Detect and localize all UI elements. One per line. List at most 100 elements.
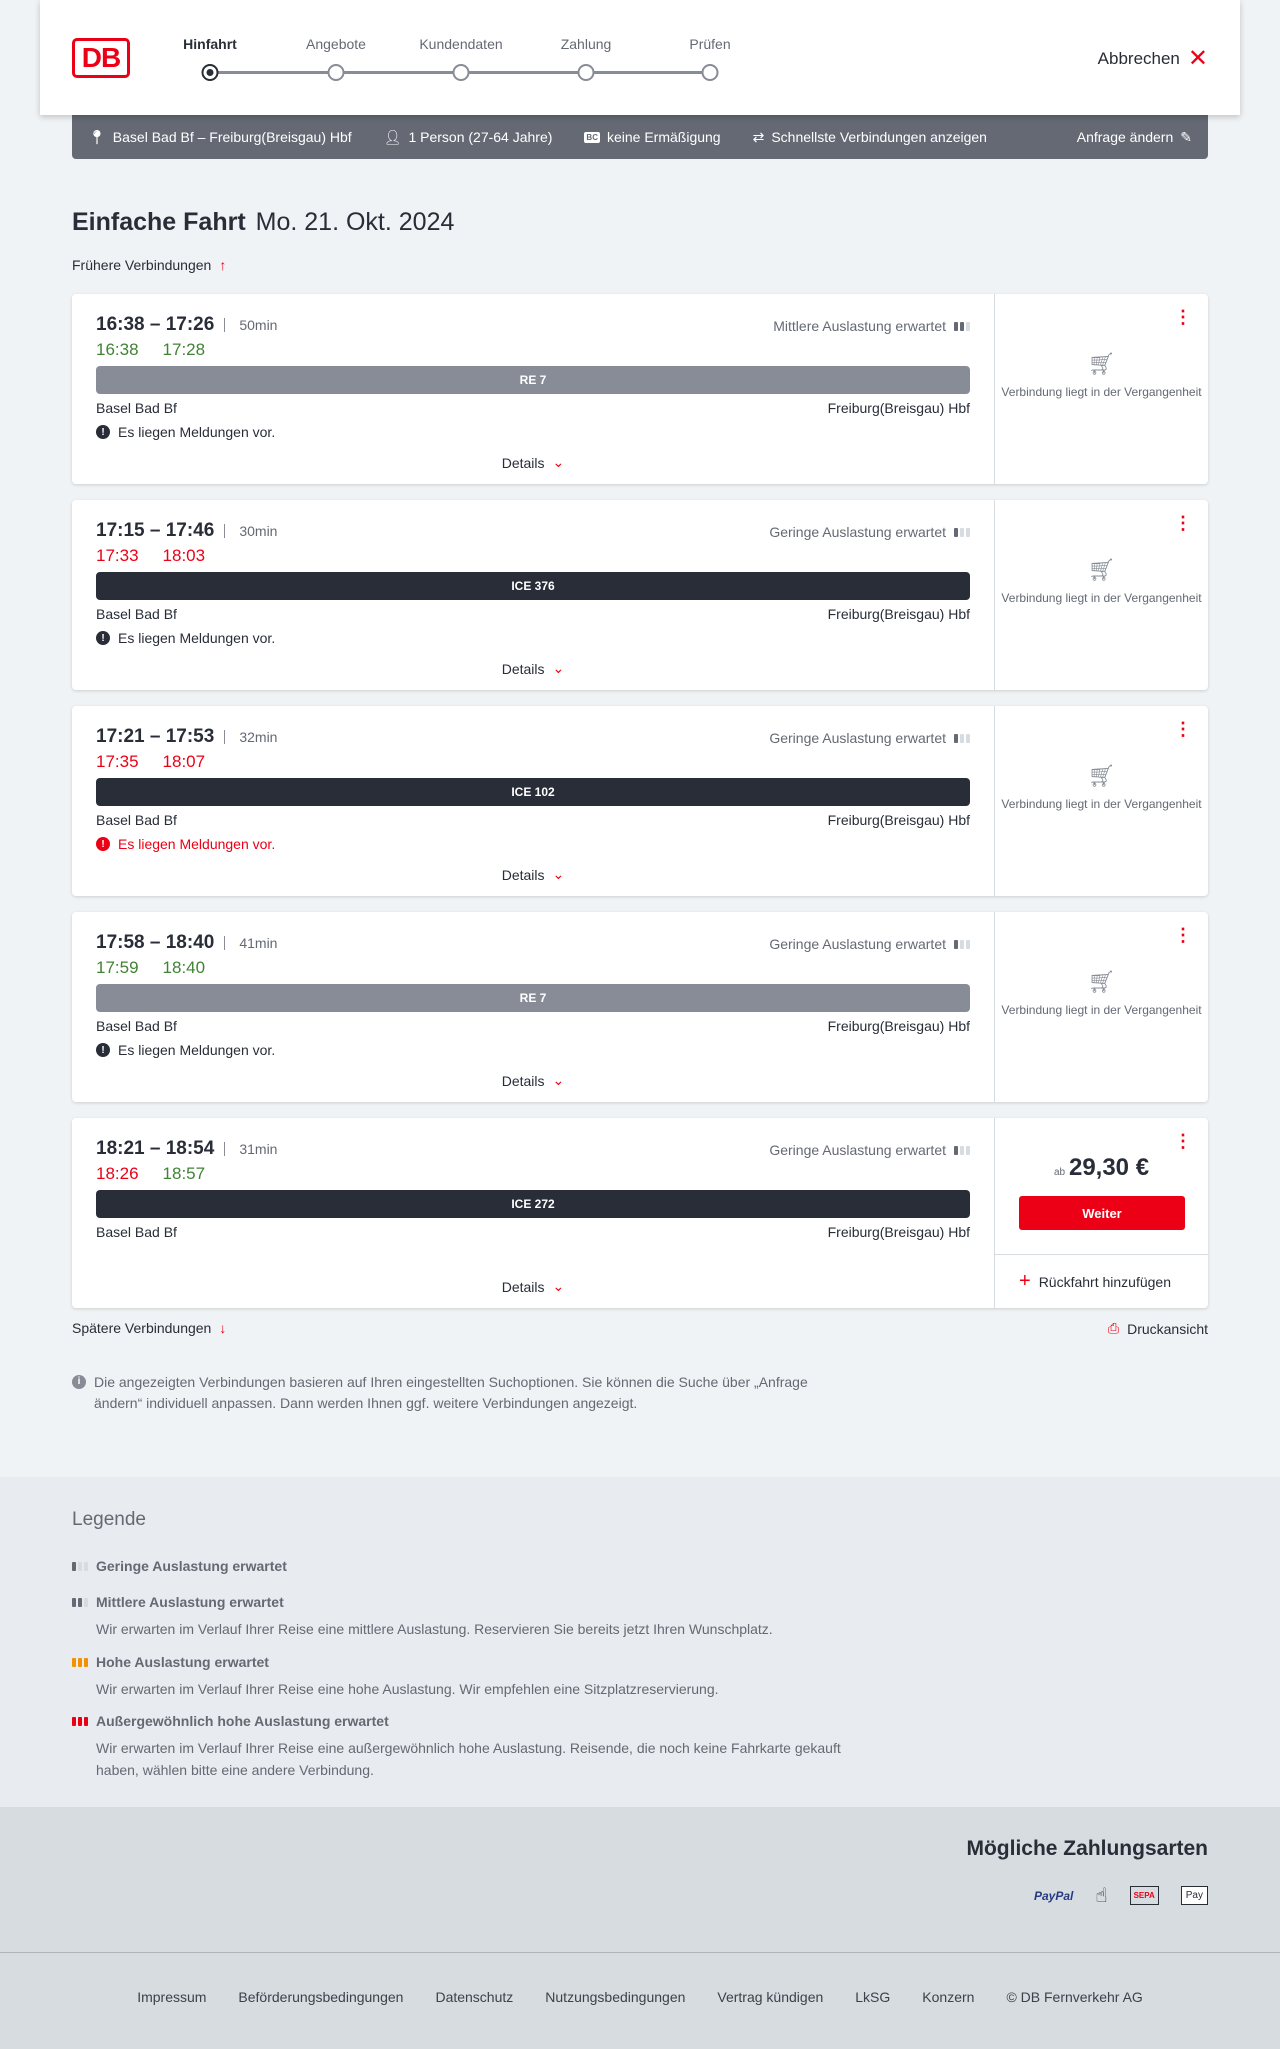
chevron-down-icon: ⌄ [552, 1278, 565, 1294]
details-toggle[interactable]: Details ⌄ [502, 1072, 565, 1089]
search-option[interactable]: ⇄ Schnellste Verbindungen anzeigen [753, 129, 987, 146]
exclamation-icon: ! [96, 1043, 110, 1057]
info-text: Die angezeigten Verbindungen basieren au… [94, 1374, 808, 1411]
footer-link-datenschutz[interactable]: Datenschutz [435, 1989, 514, 2005]
footer-link-vertrag-kuendigen[interactable]: Vertrag kündigen [717, 1989, 824, 2005]
cart-unavailable-icon: 🛒︎ [1087, 763, 1116, 788]
origin-station: Basel Bad Bf [96, 400, 177, 416]
discount-text: keine Ermäßigung [606, 129, 721, 145]
notice-message[interactable]: ! Es liegen Meldungen vor. [96, 630, 275, 646]
duration: 32min [224, 730, 277, 744]
train-bar[interactable]: ICE 102 [96, 778, 970, 806]
occupancy-text: Geringe Auslastung erwartet [769, 524, 946, 540]
step-kundendaten: Kundendaten [419, 36, 503, 52]
train-bar[interactable]: ICE 272 [96, 1190, 970, 1218]
schedule: 17:21 – 17:53 32min [96, 726, 277, 748]
bahncard-icon: BC [584, 131, 600, 143]
arrow-down-icon: ↓ [219, 1320, 227, 1336]
connection-card: 16:38 – 17:26 50min Mittlere Auslastung e… [72, 294, 1208, 484]
notice-message[interactable]: ! Es liegen Meldungen vor. [96, 836, 275, 852]
footer-link-konzern[interactable]: Konzern [922, 1989, 975, 2005]
discount[interactable]: BC keine Ermäßigung [584, 129, 721, 145]
past-connection-notice: 🛒︎ Verbindung liegt in der Vergangenheit [995, 353, 1208, 400]
cancel-label: Abbrechen [1097, 49, 1180, 68]
chevron-down-icon: ⌄ [552, 1072, 565, 1088]
add-return-trip-button[interactable]: + Rückfahrt hinzufügen [1019, 1270, 1171, 1293]
travellers[interactable]: 👤︎ 1 Person (27-64 Jahre) [384, 129, 553, 146]
realtime-arrival: 18:07 [162, 752, 206, 771]
option-text: Schnellste Verbindungen anzeigen [771, 129, 987, 145]
realtime: 16:38 17:28 [96, 340, 205, 360]
cart-unavailable-icon: 🛒︎ [1087, 557, 1116, 582]
credit-card-hand-icon: ☝︎ [1095, 1885, 1108, 1907]
notice-message[interactable]: ! Es liegen Meldungen vor. [96, 1042, 275, 1058]
realtime: 17:35 18:07 [96, 752, 205, 772]
origin-station: Basel Bad Bf [96, 1224, 177, 1240]
notice-message[interactable]: ! Es liegen Meldungen vor. [96, 424, 275, 440]
earlier-connections-link[interactable]: Frühere Verbindungen ↑ [72, 257, 226, 273]
db-logo[interactable]: DB [72, 38, 130, 78]
page-title: Einfache Fahrt Mo. 21. Okt. 2024 [72, 208, 454, 237]
legend-item-title: Außergewöhnlich hohe Auslastung erwartet [96, 1713, 389, 1729]
add-return-label: Rückfahrt hinzufügen [1038, 1273, 1171, 1290]
occupancy-high-icon [72, 1657, 88, 1667]
legend-item-desc: Wir erwarten im Verlauf Ihrer Reise eine… [96, 1740, 841, 1778]
info-icon: i [72, 1375, 86, 1389]
route[interactable]: 📍︎ Basel Bad Bf – Freiburg(Breisgau) Hbf [88, 129, 352, 146]
destination-station: Freiburg(Breisgau) Hbf [827, 1018, 970, 1034]
more-options-icon[interactable]: ⋮ [1174, 925, 1192, 945]
price-value: 29,30 € [1068, 1154, 1150, 1181]
destination-station: Freiburg(Breisgau) Hbf [827, 400, 970, 416]
details-label: Details [501, 1278, 545, 1295]
details-toggle[interactable]: Details ⌄ [502, 866, 565, 883]
footer-copyright: © DB Fernverkehr AG [1006, 1989, 1143, 2005]
footer-link-lksg[interactable]: LkSG [855, 1989, 891, 2005]
realtime-arrival: 18:57 [162, 1164, 206, 1183]
step-dot-active [201, 64, 219, 81]
continue-button[interactable]: Weiter [1019, 1196, 1185, 1230]
divider [0, 1952, 1280, 1953]
print-view-link[interactable]: ⎙ Druckansicht [1108, 1320, 1208, 1337]
realtime-departure: 17:59 [96, 958, 139, 977]
footer-link-befoerderungsbedingungen[interactable]: Beförderungsbedingungen [238, 1989, 404, 2005]
footer-link-impressum[interactable]: Impressum [137, 1989, 207, 2005]
realtime-departure: 17:33 [96, 546, 139, 565]
train-bar[interactable]: ICE 376 [96, 572, 970, 600]
step-angebote: Angebote [306, 36, 366, 52]
plus-icon: + [1019, 1270, 1031, 1292]
price: ab 29,30 € [995, 1154, 1208, 1182]
edit-label: Anfrage ändern [1076, 129, 1174, 145]
train-bar[interactable]: RE 7 [96, 366, 970, 394]
occupancy-text: Geringe Auslastung erwartet [769, 730, 946, 746]
footer-link-nutzungsbedingungen[interactable]: Nutzungsbedingungen [545, 1989, 686, 2005]
status-text: Verbindung liegt in der Vergangenheit [1001, 385, 1202, 399]
step-dot [577, 64, 595, 81]
close-icon: ✕ [1187, 45, 1208, 72]
destination-station: Freiburg(Breisgau) Hbf [827, 606, 970, 622]
more-options-icon[interactable]: ⋮ [1174, 1131, 1192, 1151]
more-options-icon[interactable]: ⋮ [1174, 719, 1192, 739]
cancel-button[interactable]: Abbrechen ✕ [1098, 47, 1208, 71]
later-connections-link[interactable]: Spätere Verbindungen ↓ [72, 1320, 226, 1336]
past-connection-notice: 🛒︎ Verbindung liegt in der Vergangenheit [995, 971, 1208, 1018]
occupancy-icon [954, 527, 970, 537]
train-bar[interactable]: RE 7 [96, 984, 970, 1012]
printer-icon: ⎙ [1107, 1320, 1120, 1336]
legend-section: Legende Geringe Auslastung erwartet Mitt… [0, 1477, 1280, 1807]
header: DB Hinfahrt Angebote Kundendaten Zahlung… [40, 0, 1240, 115]
realtime-departure: 16:38 [96, 340, 139, 359]
more-options-icon[interactable]: ⋮ [1174, 307, 1192, 327]
details-label: Details [501, 454, 545, 471]
origin-station: Basel Bad Bf [96, 1018, 177, 1034]
print-label: Druckansicht [1127, 1320, 1208, 1337]
details-toggle[interactable]: Details ⌄ [502, 1278, 565, 1295]
edit-request-button[interactable]: Anfrage ändern ✎ [1077, 129, 1192, 146]
details-toggle[interactable]: Details ⌄ [502, 660, 565, 677]
occupancy-text: Geringe Auslastung erwartet [769, 1142, 946, 1158]
status-text: Verbindung liegt in der Vergangenheit [1001, 591, 1202, 605]
scheduled-times: 17:21 – 17:53 [96, 726, 215, 747]
more-options-icon[interactable]: ⋮ [1174, 513, 1192, 533]
destination-station: Freiburg(Breisgau) Hbf [827, 1224, 970, 1240]
status-text: Verbindung liegt in der Vergangenheit [1001, 1003, 1202, 1017]
details-toggle[interactable]: Details ⌄ [502, 454, 565, 471]
